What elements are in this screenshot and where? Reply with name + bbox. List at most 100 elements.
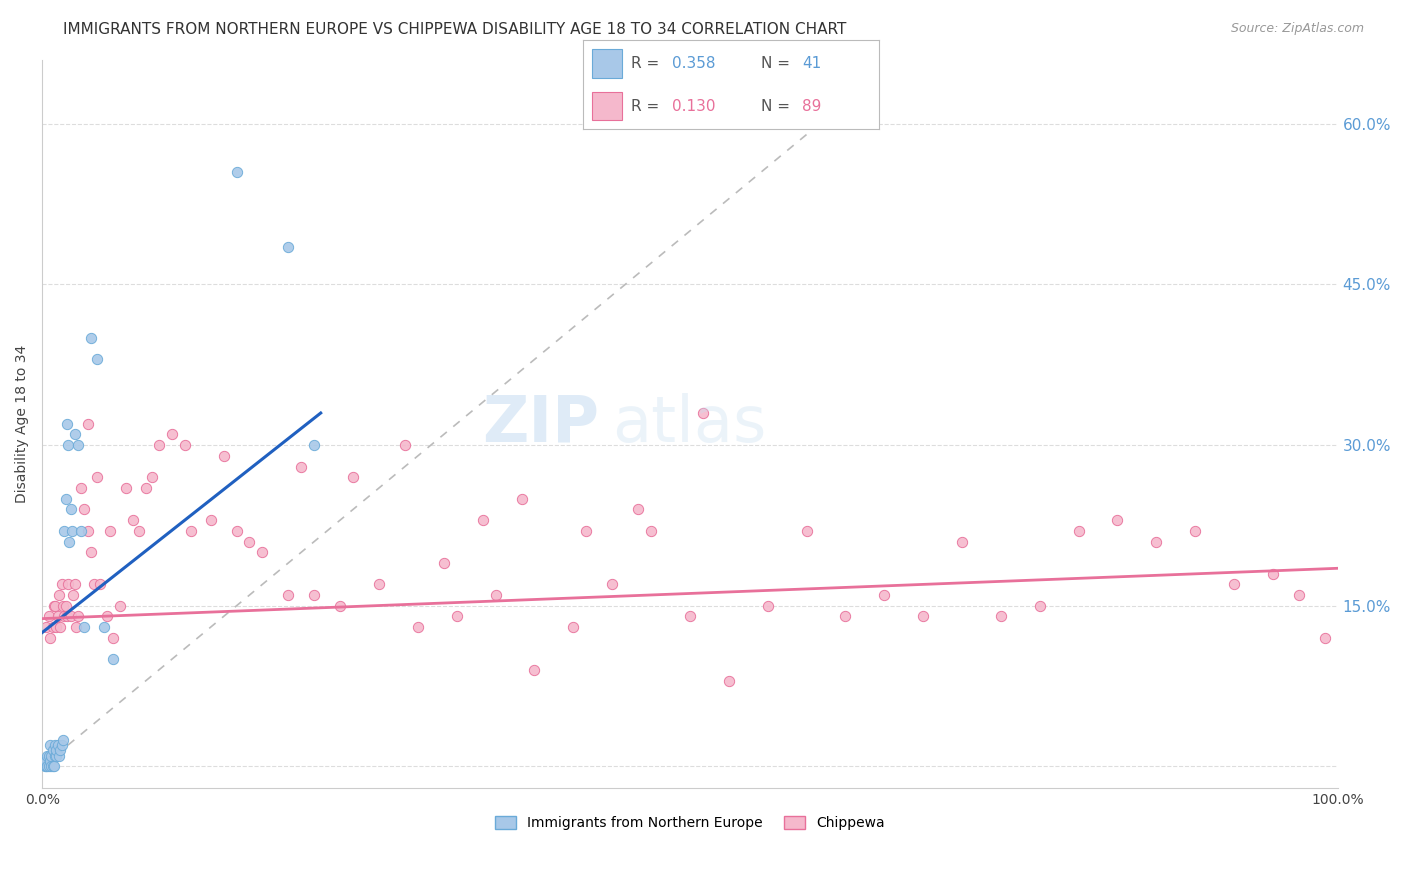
Text: R =: R = (631, 56, 664, 70)
Point (41, 759, 63, 773)
Point (692, 406, 714, 420)
Point (37, 759, 59, 773)
Point (56, 417, 79, 431)
Point (45, 748, 67, 763)
Point (990, 609, 1012, 624)
Text: 0.358: 0.358 (672, 56, 716, 70)
Point (56, 577, 79, 591)
Point (52, 732, 75, 747)
Point (51, 577, 73, 591)
Point (148, 438, 170, 452)
Point (484, 588, 506, 602)
Point (67, 609, 90, 624)
Point (65, 620, 87, 634)
Text: R =: R = (631, 99, 664, 113)
Point (89, 577, 111, 591)
Point (35, 759, 58, 773)
Point (41, 620, 63, 634)
Point (34, 759, 56, 773)
Point (510, 491, 533, 506)
Point (86, 352, 108, 367)
Point (523, 663, 546, 677)
Point (63, 577, 86, 591)
Point (394, 438, 416, 452)
Point (180, 524, 202, 538)
Point (96, 609, 118, 624)
Point (115, 481, 138, 495)
Point (72, 502, 94, 516)
Point (912, 609, 935, 624)
Point (600, 577, 623, 591)
Point (41, 743, 63, 757)
Point (446, 609, 468, 624)
Point (98, 524, 121, 538)
Point (48, 748, 70, 763)
Point (277, 240, 299, 254)
Point (1184, 524, 1206, 538)
Point (37, 748, 59, 763)
Bar (592, 92, 621, 120)
Point (368, 577, 391, 591)
Point (38, 759, 60, 773)
Point (173, 438, 195, 452)
Point (1028, 599, 1050, 613)
Point (49, 743, 72, 757)
Point (290, 459, 312, 474)
Point (44, 738, 66, 752)
Point (238, 534, 260, 549)
Point (38, 748, 60, 763)
Point (67, 438, 90, 452)
Text: IMMIGRANTS FROM NORTHERN EUROPE VS CHIPPEWA DISABILITY AGE 18 TO 34 CORRELATION : IMMIGRANTS FROM NORTHERN EUROPE VS CHIPP… (63, 22, 846, 37)
Text: atlas: atlas (612, 392, 766, 455)
Point (562, 620, 585, 634)
Point (48, 588, 70, 602)
Point (53, 524, 76, 538)
Point (42, 599, 65, 613)
Point (35, 620, 58, 634)
Point (679, 609, 702, 624)
Point (252, 545, 274, 559)
Point (76, 417, 98, 431)
Point (45, 743, 67, 757)
Text: 41: 41 (801, 56, 821, 70)
Point (575, 524, 598, 538)
Point (302, 588, 325, 602)
Point (46, 738, 69, 752)
Point (406, 620, 429, 634)
Point (1288, 588, 1310, 602)
Point (39, 748, 62, 763)
Point (59, 502, 82, 516)
Point (1313, 631, 1336, 645)
Point (44, 748, 66, 763)
Point (76, 524, 98, 538)
Text: 0.130: 0.130 (672, 99, 716, 113)
Text: Source: ZipAtlas.com: Source: ZipAtlas.com (1230, 22, 1364, 36)
Point (55, 491, 77, 506)
Point (63, 427, 86, 442)
Point (72, 620, 94, 634)
Point (38, 609, 60, 624)
Point (39, 754, 62, 768)
Point (122, 513, 145, 527)
Point (756, 599, 779, 613)
Point (717, 673, 740, 688)
Point (103, 631, 125, 645)
Y-axis label: Disability Age 18 to 34: Disability Age 18 to 34 (15, 344, 30, 503)
Point (39, 631, 62, 645)
Point (128, 524, 150, 538)
Point (56, 609, 79, 624)
Point (39, 759, 62, 773)
Point (950, 534, 973, 549)
Point (80, 545, 103, 559)
Point (52, 599, 75, 613)
Text: ZIP: ZIP (482, 392, 599, 455)
Text: N =: N = (761, 99, 794, 113)
Point (62, 588, 84, 602)
Point (70, 524, 93, 538)
Point (55, 599, 77, 613)
Point (86, 470, 108, 484)
Point (44, 599, 66, 613)
Point (1067, 524, 1090, 538)
Text: 89: 89 (801, 99, 821, 113)
Point (45, 620, 67, 634)
